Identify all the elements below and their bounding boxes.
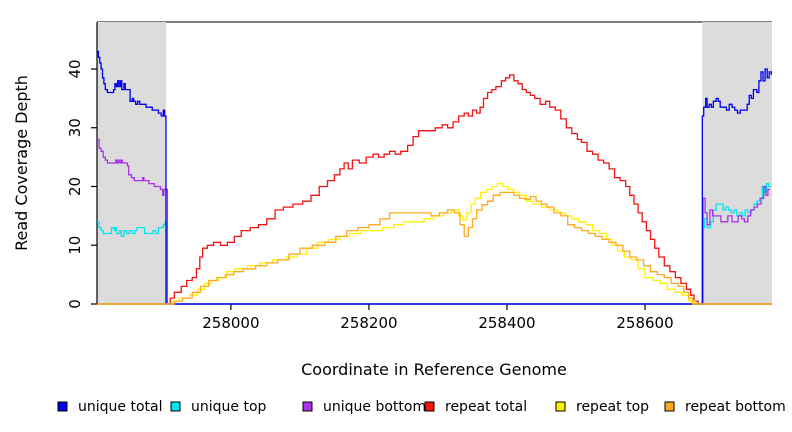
legend-label: unique total (78, 399, 162, 415)
legend-swatch-icon (170, 401, 181, 412)
y-tick-label: 0 (66, 299, 84, 309)
legend-label: repeat bottom (685, 399, 786, 415)
shaded-region-right (702, 22, 772, 304)
x-tick-label: 258000 (202, 314, 259, 332)
x-tick-label: 258600 (616, 314, 673, 332)
series-line-unique-bottom (97, 138, 770, 305)
legend-swatch-icon (302, 401, 313, 412)
legend-item-repeat-total: repeat total (424, 399, 527, 415)
legend-item-unique-top: unique top (170, 399, 267, 415)
legend-label: repeat top (576, 399, 649, 415)
series-line-repeat-bottom (97, 191, 772, 305)
legend-swatch-icon (57, 401, 68, 412)
series-line-unique-total (97, 50, 772, 305)
legend-label: repeat total (445, 399, 527, 415)
y-axis-title: Read Coverage Depth (12, 75, 31, 251)
series-line-repeat-total (97, 74, 772, 305)
legend-item-repeat-top: repeat top (555, 399, 649, 415)
y-tick-label: 10 (66, 236, 84, 255)
legend-item-unique-bottom: unique bottom (302, 399, 426, 415)
legend-item-repeat-bottom: repeat bottom (664, 399, 786, 415)
x-tick-label: 258200 (340, 314, 397, 332)
y-tick-label: 40 (66, 59, 84, 78)
y-tick-label: 30 (66, 118, 84, 137)
legend-swatch-icon (424, 401, 435, 412)
legend: unique total unique top unique bottom repea… (57, 399, 786, 415)
legend-item-unique-total: unique total (57, 399, 162, 415)
x-tick-label: 258400 (478, 314, 535, 332)
plot-area: 258000 258200 258400 258600 0 10 20 30 40 (66, 21, 772, 332)
legend-swatch-icon (664, 401, 675, 412)
y-tick-label: 20 (66, 177, 84, 196)
legend-label: unique top (191, 399, 267, 415)
legend-swatch-icon (555, 401, 566, 412)
series-line-repeat-top (97, 182, 772, 305)
legend-label: unique bottom (323, 399, 426, 415)
x-axis-title: Coordinate in Reference Genome (301, 360, 567, 379)
